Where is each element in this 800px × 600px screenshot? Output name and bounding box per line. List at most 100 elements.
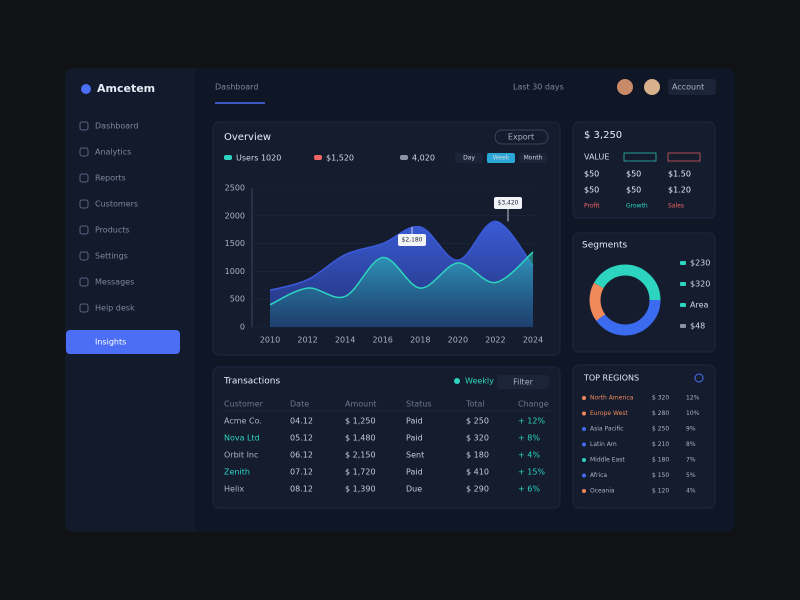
region-a: $ 320 <box>652 395 669 402</box>
region-label: Europe West <box>590 410 628 417</box>
nav-item[interactable]: Analytics <box>95 148 131 157</box>
table-cell: $ 2,150 <box>345 451 376 460</box>
toggle-label: Week <box>493 155 510 162</box>
nav-icon[interactable] <box>79 225 89 235</box>
region-b: 12% <box>686 395 700 402</box>
summary-value: $50 <box>584 186 599 195</box>
table-cell: + 8% <box>518 434 540 443</box>
table-cell: + 15% <box>518 468 545 477</box>
nav-icon[interactable] <box>79 199 89 209</box>
filter-button[interactable] <box>497 375 549 389</box>
table-cell: $ 1,480 <box>345 434 376 443</box>
x-tick-label: 2010 <box>260 336 280 345</box>
x-tick-label: 2024 <box>523 336 543 345</box>
toggle[interactable] <box>455 153 483 163</box>
region-b: 4% <box>686 488 696 495</box>
table-cell: $ 1,250 <box>345 417 376 426</box>
regions-title: TOP REGIONS <box>583 374 639 383</box>
toggle[interactable] <box>519 153 547 163</box>
tab[interactable]: Dashboard <box>215 83 258 92</box>
legend-swatch <box>400 155 408 160</box>
nav-item[interactable]: Settings <box>95 252 128 261</box>
x-tick-label: 2018 <box>410 336 430 345</box>
content: Amcetem Dashboard Analytics Reports Customer… <box>79 82 710 495</box>
table-cell: Nova Ltd <box>224 434 260 443</box>
annotation: $3,420 <box>498 200 519 207</box>
summary-footer: Profit <box>584 203 600 210</box>
nav-item[interactable]: Help desk <box>95 304 135 313</box>
account-button[interactable] <box>668 79 716 95</box>
nav-item[interactable]: Messages <box>95 278 134 287</box>
region-b: 7% <box>686 457 696 464</box>
donut-title: Segments <box>582 241 628 251</box>
y-tick-label: 500 <box>230 295 245 304</box>
region-b: 8% <box>686 441 696 448</box>
region-a: $ 120 <box>652 488 669 495</box>
region-dot <box>582 411 586 416</box>
avatar[interactable] <box>617 79 633 95</box>
column-header: Status <box>406 400 432 409</box>
region-dot <box>582 489 586 493</box>
badge-dot <box>454 378 460 384</box>
active-nav[interactable] <box>66 330 180 354</box>
date-range[interactable]: Last 30 days <box>513 83 564 92</box>
column-header: Customer <box>224 400 264 409</box>
region-a: $ 180 <box>652 457 669 464</box>
nav-icon[interactable] <box>79 147 89 157</box>
nav-item[interactable]: Customers <box>95 200 138 209</box>
table-cell: $ 290 <box>466 485 489 494</box>
table-cell: 06.12 <box>290 451 313 460</box>
nav-icon[interactable] <box>79 303 89 313</box>
donut-legend: $48 <box>690 322 705 331</box>
legend-swatch <box>680 324 686 328</box>
active-nav-label: Insights <box>95 338 126 347</box>
y-tick-label: 2000 <box>225 211 245 220</box>
summary-title: $ 3,250 <box>584 130 622 141</box>
nav-icon[interactable] <box>79 121 89 131</box>
x-tick-label: 2014 <box>335 336 355 345</box>
summary-value: $50 <box>584 170 599 179</box>
table-cell: $ 1,720 <box>345 468 376 477</box>
table-cell: Zenith <box>224 468 250 477</box>
donut-segment <box>589 264 661 336</box>
column-header: Date <box>290 400 309 409</box>
legend-swatch <box>224 155 232 160</box>
region-b: 5% <box>686 472 696 479</box>
region-dot <box>582 442 586 447</box>
area-fill <box>270 251 533 327</box>
nav-item[interactable]: Products <box>95 226 130 235</box>
export-button[interactable] <box>494 129 549 145</box>
region-label: Latin Am <box>590 441 617 448</box>
regions-card <box>572 364 716 509</box>
legend-item: $1,520 <box>326 154 354 163</box>
logo <box>81 84 91 94</box>
toggle-label: Day <box>463 155 475 162</box>
summary-footer: Sales <box>668 203 684 210</box>
donut-legend: $230 <box>690 259 710 268</box>
spark <box>667 152 701 162</box>
region-a: $ 280 <box>652 410 669 417</box>
donut-legend: Area <box>690 301 709 310</box>
nav-icon[interactable] <box>79 251 89 261</box>
avatar[interactable] <box>644 79 660 95</box>
area-line <box>269 220 534 292</box>
table-title: Transactions <box>223 377 280 387</box>
nav-icon[interactable] <box>79 173 89 183</box>
table-cell: Orbit Inc <box>224 451 258 460</box>
y-tick-label: 1000 <box>225 267 245 276</box>
nav-item[interactable]: Dashboard <box>95 122 138 131</box>
toggle[interactable] <box>487 153 515 163</box>
donut-legend: $320 <box>690 280 710 289</box>
region-a: $ 210 <box>652 441 669 448</box>
summary-card <box>572 121 716 219</box>
table-cell: + 12% <box>518 417 545 426</box>
x-tick-label: 2012 <box>297 336 317 345</box>
refresh-icon[interactable] <box>694 373 704 383</box>
donut-segment <box>589 264 661 336</box>
summary-value: $50 <box>626 170 641 179</box>
legend-swatch <box>680 261 686 265</box>
table-cell: Sent <box>406 451 424 460</box>
nav-icon[interactable] <box>79 277 89 287</box>
nav-item[interactable]: Reports <box>95 174 126 183</box>
